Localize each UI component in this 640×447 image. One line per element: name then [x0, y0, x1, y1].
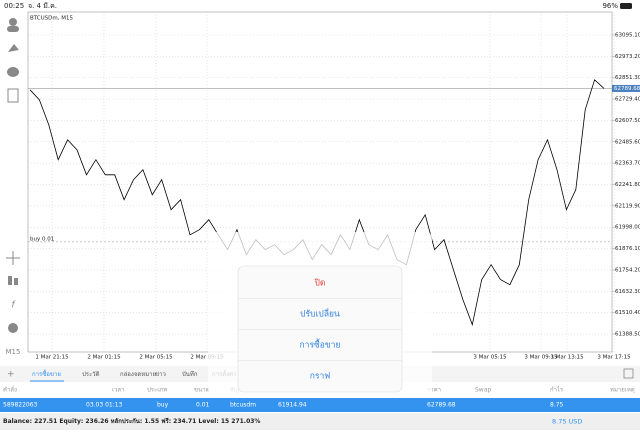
popup-item[interactable]: การซื้อขาย	[300, 339, 341, 351]
x-tick-label: 2 Mar 09:15	[190, 355, 224, 361]
y-tick-label: 62729.40	[615, 97, 640, 103]
icon-chat[interactable]	[7, 67, 19, 77]
y-tick-label: 62363.70	[615, 161, 640, 167]
column-header: คำสั่ง	[3, 386, 17, 394]
timeframe[interactable]: M15	[6, 348, 21, 356]
column-header: ราคา	[427, 387, 441, 394]
toolbar: f	[6, 18, 20, 333]
column-header: ประเภท	[147, 387, 167, 394]
icon-trade[interactable]	[8, 44, 19, 52]
icon-objects[interactable]	[8, 323, 18, 333]
popup-item[interactable]: กราฟ	[310, 372, 331, 382]
icon-new[interactable]	[7, 88, 19, 103]
buy-label: buy 0.01	[30, 236, 54, 242]
tab[interactable]: ประวัติ	[82, 371, 100, 378]
y-tick-label: 62851.30	[615, 75, 640, 81]
y-tick-label: 62241.80	[615, 182, 640, 188]
y-tick-label: 61876.10	[615, 246, 640, 252]
price-tag	[612, 84, 640, 92]
panel-icon[interactable]	[623, 368, 634, 379]
y-tick-label: 63095.10	[615, 32, 640, 38]
order-cell: 589822063	[3, 402, 38, 409]
status-date: จ. 4 มี.ค.	[28, 2, 57, 10]
icon-indicator[interactable]: f	[11, 301, 16, 311]
order-cell: 61914.94	[278, 402, 307, 409]
x-tick-label: 3 Mar 13:15	[550, 355, 584, 361]
x-tick-label: 2 Mar 05:15	[139, 355, 173, 361]
column-header: เวลา	[112, 387, 124, 394]
icon-account[interactable]	[9, 18, 17, 26]
balance-summary: Balance: 227.51 Equity: 236.26 หลักประกั…	[3, 417, 260, 425]
y-tick-label: 62119.90	[615, 203, 640, 209]
price-tag-label: 62789.68	[614, 86, 640, 92]
icon-candles[interactable]	[8, 276, 12, 285]
y-tick-label: 61998.00	[615, 225, 640, 231]
y-tick-label: 61632.30	[615, 289, 640, 295]
icon-crosshair[interactable]	[6, 251, 20, 265]
order-cell: 03.03 01:13	[86, 402, 123, 409]
y-tick-label: 62607.50	[615, 118, 640, 124]
icon-candles-2	[14, 278, 18, 285]
y-tick-label: 62485.60	[615, 139, 640, 145]
balance-profit: 8.75 USD	[552, 418, 582, 426]
balance-bar	[0, 413, 640, 430]
tab[interactable]: ข่าว	[155, 371, 166, 378]
y-tick-label: 61754.20	[615, 267, 640, 273]
x-tick-label: 3 Mar 05:15	[473, 355, 507, 361]
column-header: หมายเหตุ	[610, 387, 635, 394]
y-tick-label: 61510.40	[615, 310, 640, 316]
order-cell: btcusdm	[230, 402, 256, 409]
add-button[interactable]: +	[7, 370, 15, 380]
order-row[interactable]	[0, 398, 640, 412]
status-time: 00:25	[4, 2, 24, 10]
popup-item[interactable]: ปิด	[314, 279, 325, 289]
x-tick-label: 2 Mar 01:15	[87, 355, 121, 361]
x-tick-label: 3 Mar 09:15	[524, 355, 558, 361]
order-cell: 8.75	[550, 402, 564, 409]
tab[interactable]: การซื้อขาย	[32, 368, 61, 378]
status-battery: 96%	[602, 2, 618, 10]
y-tick-label: 61388.50	[615, 332, 640, 338]
x-tick-label: 1 Mar 21:15	[35, 355, 69, 361]
y-tick-label: 62973.20	[615, 54, 640, 60]
order-cells: 589822063 03.03 01:13 buy 0.01 btcusdm 61914.…	[3, 402, 564, 409]
order-cell: buy	[157, 402, 169, 409]
column-header: ขนาด	[194, 387, 210, 394]
column-header: Swap	[475, 387, 491, 394]
popup-item[interactable]: ปรับเปลี่ยน	[300, 308, 340, 320]
icon-account-body	[7, 26, 19, 32]
tab[interactable]: กล่องจดหมาย	[120, 371, 156, 378]
column-header: กำไร	[550, 386, 564, 394]
battery-icon	[620, 3, 632, 9]
tab[interactable]: บันทึก	[182, 371, 198, 378]
order-cell: 0.01	[196, 402, 210, 409]
x-tick-label: 3 Mar 17:15	[597, 355, 631, 361]
order-cell: 62789.68	[427, 402, 456, 409]
